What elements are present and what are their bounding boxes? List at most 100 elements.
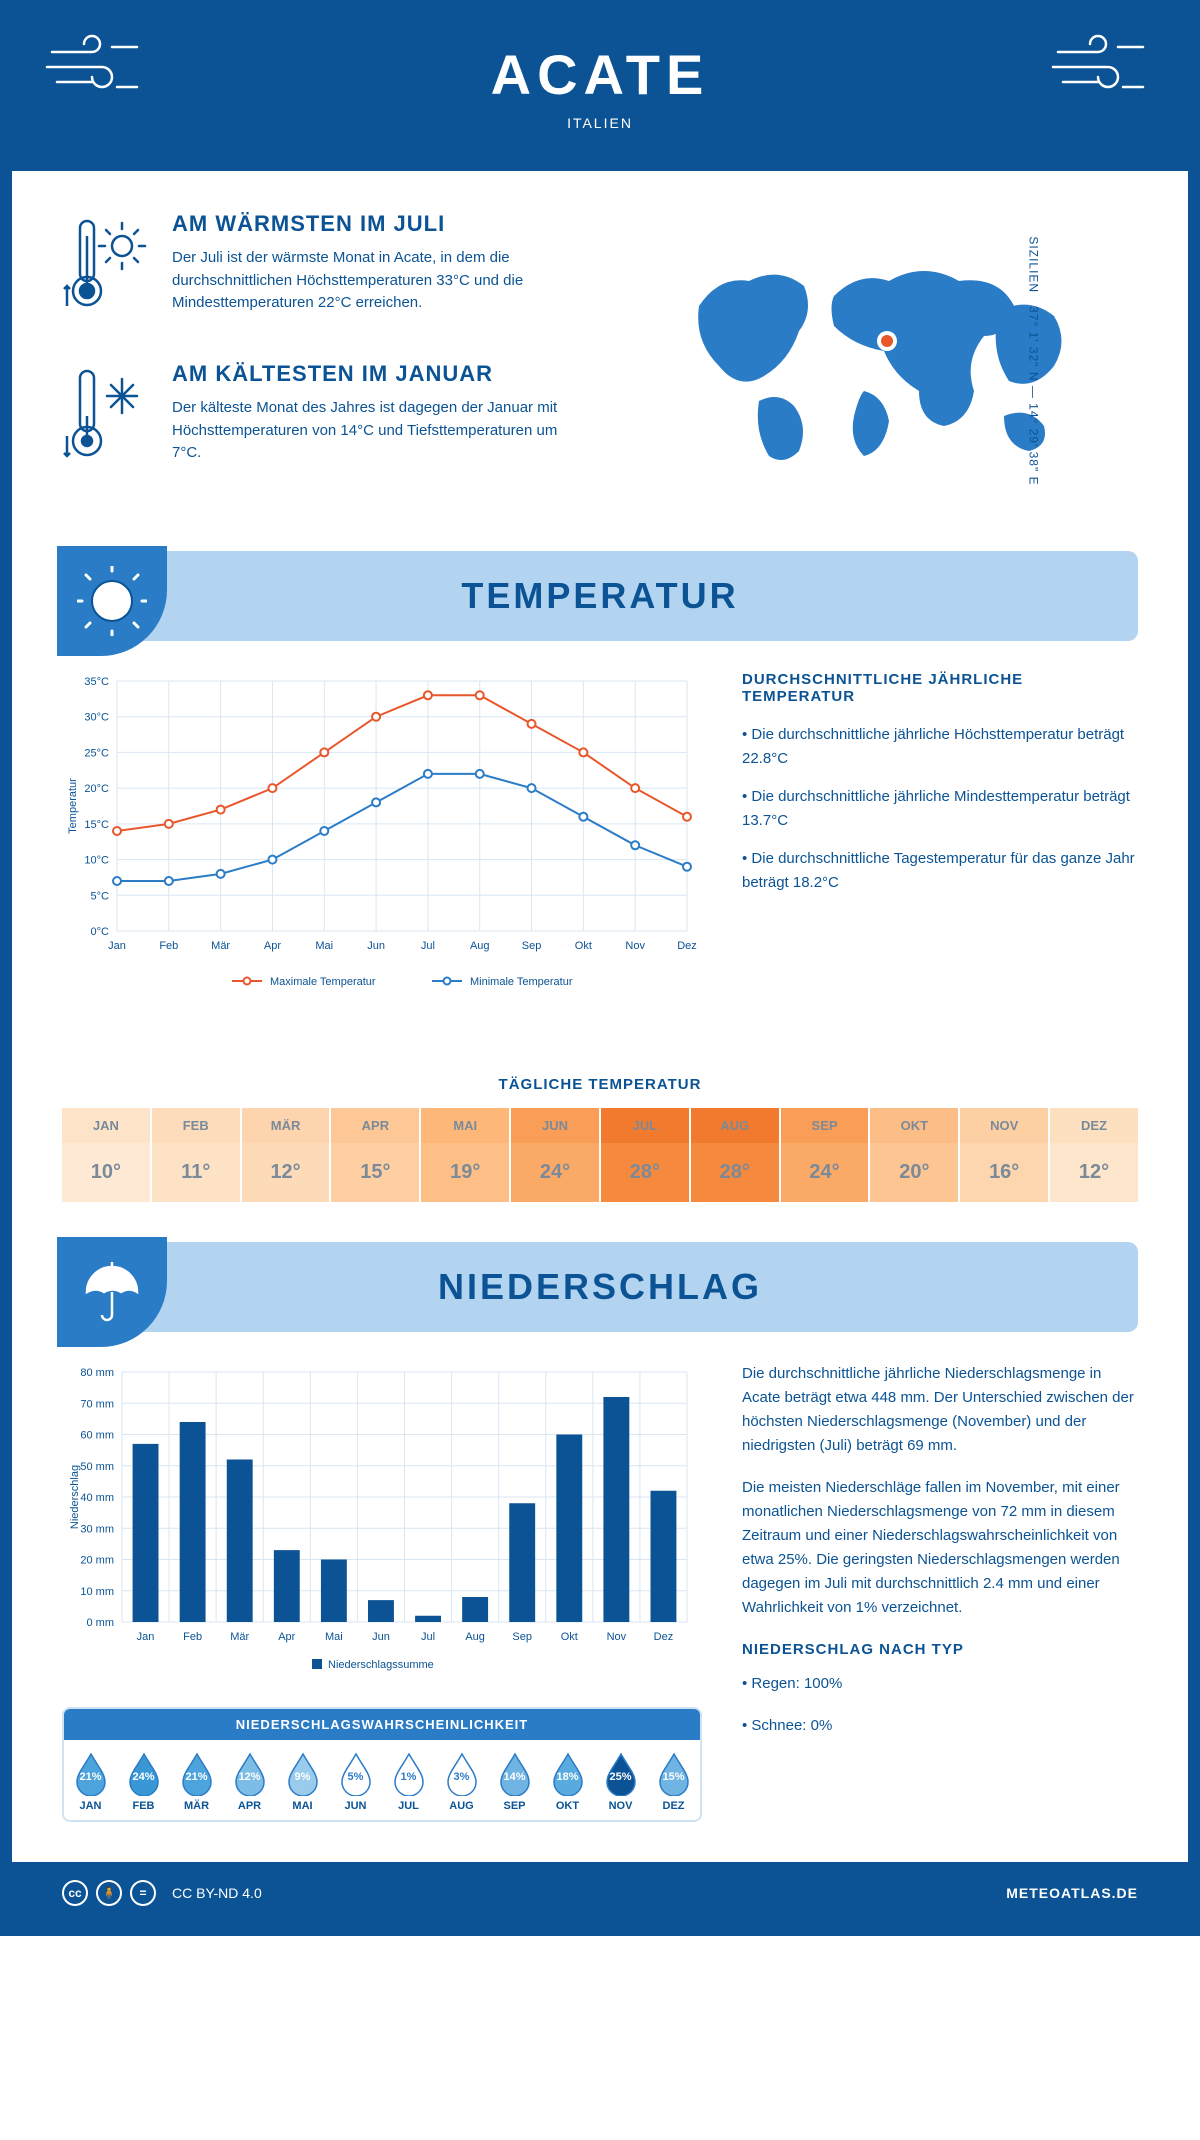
svg-text:Nov: Nov (625, 940, 645, 952)
precipitation-probability-box: NIEDERSCHLAGSWAHRSCHEINLICHKEIT 21%JAN24… (62, 1707, 702, 1822)
svg-text:Sep: Sep (512, 1631, 532, 1643)
warmest-fact: AM WÄRMSTEN IM JULI Der Juli ist der wär… (62, 211, 580, 326)
svg-text:Jun: Jun (372, 1631, 390, 1643)
svg-text:Maximale Temperatur: Maximale Temperatur (270, 976, 376, 988)
svg-text:Dez: Dez (654, 1631, 674, 1643)
coordinates-label: SIZILIEN 37° 1' 32" N — 14° 29' 38" E (1026, 236, 1040, 485)
precip-type-title: NIEDERSCHLAG NACH TYP (742, 1638, 1138, 1662)
svg-text:30 mm: 30 mm (80, 1523, 114, 1535)
temperature-title: TEMPERATUR (182, 575, 1138, 617)
intro-section: AM WÄRMSTEN IM JULI Der Juli ist der wär… (12, 171, 1188, 551)
precip-type-item: • Schnee: 0% (742, 1714, 1138, 1738)
daily-col: JUL28° (601, 1108, 691, 1202)
svg-text:Dez: Dez (677, 940, 697, 952)
svg-text:Feb: Feb (159, 940, 178, 952)
svg-text:80 mm: 80 mm (80, 1367, 114, 1379)
svg-text:Feb: Feb (183, 1631, 202, 1643)
svg-text:Aug: Aug (470, 940, 490, 952)
svg-text:Niederschlag: Niederschlag (69, 1465, 81, 1529)
prob-cell: 12%APR (223, 1740, 276, 1820)
daily-col: FEB11° (152, 1108, 242, 1202)
svg-text:50 mm: 50 mm (80, 1461, 114, 1473)
svg-text:Jul: Jul (421, 940, 435, 952)
svg-text:Jan: Jan (108, 940, 126, 952)
daily-col: MAI19° (421, 1108, 511, 1202)
temp-bullet: • Die durchschnittliche jährliche Höchst… (742, 723, 1138, 771)
prob-cell: 3%AUG (435, 1740, 488, 1820)
wind-icon (1048, 32, 1158, 107)
temp-bullet: • Die durchschnittliche jährliche Mindes… (742, 785, 1138, 833)
temp-side-title: DURCHSCHNITTLICHE JÄHRLICHE TEMPERATUR (742, 671, 1138, 705)
svg-text:Mär: Mär (230, 1631, 249, 1643)
by-icon: 🧍 (96, 1880, 122, 1906)
daily-col: JUN24° (511, 1108, 601, 1202)
daily-col: DEZ12° (1050, 1108, 1138, 1202)
temperature-line-chart: 0°C5°C10°C15°C20°C25°C30°C35°CJanFebMärA… (62, 671, 702, 1001)
daily-col: JAN10° (62, 1108, 152, 1202)
country-label: ITALIEN (12, 115, 1188, 131)
footer: cc 🧍 = CC BY-ND 4.0 METEOATLAS.DE (12, 1862, 1188, 1924)
wind-icon (42, 32, 152, 107)
prob-cell: 5%JUN (329, 1740, 382, 1820)
warm-text: Der Juli ist der wärmste Monat in Acate,… (172, 247, 580, 315)
thermometer-sun-icon (62, 211, 152, 326)
svg-text:Mär: Mär (211, 940, 230, 952)
prob-cell: 9%MAI (276, 1740, 329, 1820)
license-text: CC BY-ND 4.0 (172, 1885, 262, 1901)
page-title: ACATE (12, 42, 1188, 107)
license-badges: cc 🧍 = CC BY-ND 4.0 (62, 1880, 262, 1906)
temperature-summary: DURCHSCHNITTLICHE JÄHRLICHE TEMPERATUR •… (742, 671, 1138, 1006)
precipitation-bar-chart: 0 mm 10 mm 20 mm 30 mm 40 mm 50 mm 60 mm 70 mm 8… (62, 1362, 702, 1682)
precip-paragraph: Die meisten Niederschläge fallen im Nove… (742, 1476, 1138, 1620)
svg-text:Apr: Apr (278, 1631, 295, 1643)
daily-col: NOV16° (960, 1108, 1050, 1202)
precipitation-summary: Die durchschnittliche jährliche Niedersc… (742, 1362, 1138, 1822)
svg-text:0 mm: 0 mm (87, 1617, 115, 1629)
svg-text:Okt: Okt (561, 1631, 578, 1643)
prob-cell: 21%MÄR (170, 1740, 223, 1820)
svg-text:25°C: 25°C (84, 747, 109, 759)
svg-text:60 mm: 60 mm (80, 1430, 114, 1442)
daily-col: APR15° (331, 1108, 421, 1202)
umbrella-icon (57, 1237, 167, 1347)
svg-text:Nov: Nov (607, 1631, 627, 1643)
prob-cell: 1%JUL (382, 1740, 435, 1820)
svg-text:Okt: Okt (575, 940, 592, 952)
svg-text:Mai: Mai (325, 1631, 343, 1643)
prob-title: NIEDERSCHLAGSWAHRSCHEINLICHKEIT (64, 1709, 700, 1740)
svg-text:70 mm: 70 mm (80, 1398, 114, 1410)
precip-paragraph: Die durchschnittliche jährliche Niedersc… (742, 1362, 1138, 1458)
site-name: METEOATLAS.DE (1006, 1885, 1138, 1901)
cold-title: AM KÄLTESTEN IM JANUAR (172, 361, 580, 387)
cold-text: Der kälteste Monat des Jahres ist dagege… (172, 397, 580, 465)
svg-text:Apr: Apr (264, 940, 281, 952)
svg-text:10°C: 10°C (84, 855, 109, 867)
svg-text:20°C: 20°C (84, 783, 109, 795)
temperature-banner: TEMPERATUR (62, 551, 1138, 641)
temp-bullet: • Die durchschnittliche Tagestemperatur … (742, 847, 1138, 895)
cc-icon: cc (62, 1880, 88, 1906)
daily-col: SEP24° (781, 1108, 871, 1202)
svg-text:10 mm: 10 mm (80, 1586, 114, 1598)
precipitation-banner: NIEDERSCHLAG (62, 1242, 1138, 1332)
prob-cell: 15%DEZ (647, 1740, 700, 1820)
daily-temp-title: TÄGLICHE TEMPERATUR (12, 1076, 1188, 1093)
daily-temp-table: JAN10°FEB11°MÄR12°APR15°MAI19°JUN24°JUL2… (62, 1108, 1138, 1202)
svg-text:Sep: Sep (522, 940, 542, 952)
coldest-fact: AM KÄLTESTEN IM JANUAR Der kälteste Mona… (62, 361, 580, 476)
svg-text:Aug: Aug (465, 1631, 485, 1643)
svg-text:5°C: 5°C (91, 890, 110, 902)
prob-cell: 25%NOV (594, 1740, 647, 1820)
nd-icon: = (130, 1880, 156, 1906)
daily-col: AUG28° (691, 1108, 781, 1202)
svg-text:Jan: Jan (137, 1631, 155, 1643)
svg-text:20 mm: 20 mm (80, 1555, 114, 1567)
svg-text:Mai: Mai (315, 940, 333, 952)
header-banner: ACATE ITALIEN (12, 12, 1188, 171)
daily-col: OKT20° (870, 1108, 960, 1202)
prob-cell: 21%JAN (64, 1740, 117, 1820)
prob-cell: 14%SEP (488, 1740, 541, 1820)
daily-col: MÄR12° (242, 1108, 332, 1202)
prob-cell: 18%OKT (541, 1740, 594, 1820)
svg-text:40 mm: 40 mm (80, 1492, 114, 1504)
